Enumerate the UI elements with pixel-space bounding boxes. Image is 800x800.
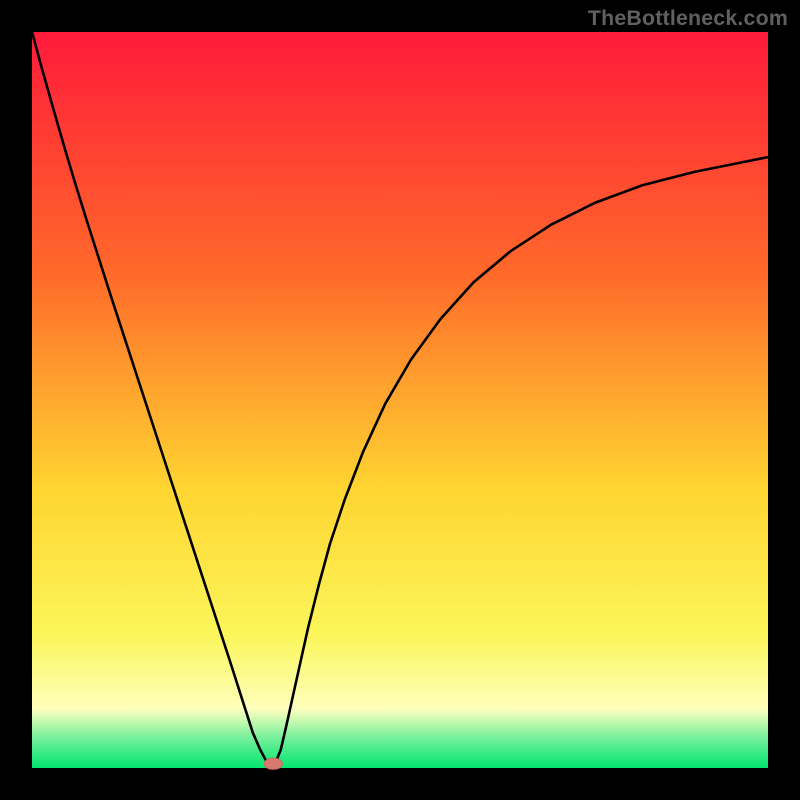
curve-path (32, 32, 768, 766)
plot-area (32, 32, 768, 768)
watermark-text: TheBottleneck.com (588, 6, 788, 31)
bottleneck-curve (32, 32, 768, 768)
chart-frame: TheBottleneck.com (0, 0, 800, 800)
optimum-marker (264, 757, 282, 770)
